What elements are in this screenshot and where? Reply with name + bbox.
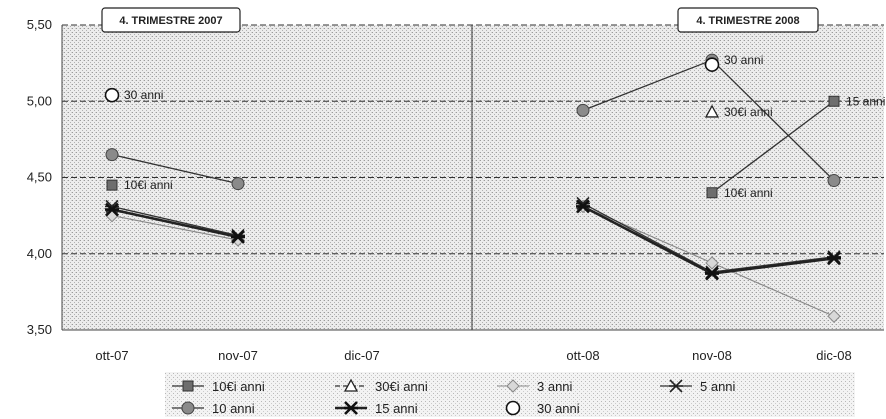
legend-item: 30 anni: [505, 400, 580, 416]
x-tick-label: dic-08: [816, 348, 851, 363]
x-tick-label: ott-08: [566, 348, 599, 363]
series-line: [111, 153, 239, 185]
legend-label: 10€i anni: [212, 379, 265, 394]
x-tick-label: nov-08: [692, 348, 732, 363]
series-line: [111, 208, 239, 239]
y-tick-label: 5,50: [27, 17, 52, 32]
legend-label: 3 anni: [537, 379, 573, 394]
data-point: [344, 401, 358, 415]
data-point: [505, 400, 521, 416]
legend-label: 10 anni: [212, 401, 255, 416]
x-tick-label: nov-07: [218, 348, 258, 363]
data-point: [669, 379, 683, 393]
x-tick-label: dic-07: [344, 348, 379, 363]
period-box-2008: 4. TRIMESTRE 2008: [677, 7, 819, 33]
series-line: [111, 215, 239, 241]
data-point: [106, 179, 118, 191]
point-label: 30€i anni: [724, 105, 773, 119]
data-point: [105, 148, 119, 162]
y-tick-label: 3,50: [27, 322, 52, 337]
legend-item: 15 anni: [335, 401, 418, 416]
data-point: [828, 95, 840, 107]
period-label-2008: 4. TRIMESTRE 2008: [696, 15, 799, 27]
data-point: [506, 379, 520, 393]
period-box-2007: 4. TRIMESTRE 2007: [101, 7, 241, 33]
point-label: 10€i anni: [724, 186, 773, 200]
x-tick-labels: ott-07 nov-07 dic-07 ott-08 nov-08 dic-08: [95, 348, 851, 363]
series-markers: [104, 53, 841, 323]
x-tick-label: ott-07: [95, 348, 128, 363]
data-point: [704, 104, 720, 118]
point-labels: 30 anni 10€i anni 30 anni 30€i anni 10€i ann…: [124, 53, 885, 200]
data-point: [827, 174, 841, 188]
data-point: [181, 401, 195, 415]
data-point: [231, 177, 245, 191]
data-point: [704, 57, 720, 72]
legend-item: 5 anni: [660, 379, 736, 394]
y-tick-label: 5,00: [27, 93, 52, 108]
data-point: [231, 230, 245, 244]
period-label-2007: 4. TRIMESTRE 2007: [119, 15, 222, 27]
series-line: [111, 205, 239, 237]
legend-item: 3 anni: [497, 379, 573, 394]
y-tick-label: 4,50: [27, 170, 52, 185]
point-label: 15 anni: [846, 94, 885, 108]
legend: 10€i anni 30€i anni 3 anni 5 anni 10 anni 15 …: [172, 378, 736, 416]
legend-item: 10 anni: [172, 401, 255, 416]
point-label: 10€i anni: [124, 178, 173, 192]
series-line: [711, 100, 835, 194]
legend-item: 30€i anni: [335, 378, 428, 394]
y-tick-labels: 3,50 4,00 4,50 5,00 5,50: [27, 17, 52, 337]
y-tick-label: 4,00: [27, 246, 52, 261]
point-label: 30 anni: [724, 53, 763, 67]
data-point: [105, 202, 119, 217]
data-point: [576, 103, 590, 117]
legend-label: 30€i anni: [375, 379, 428, 394]
legend-label: 30 anni: [537, 401, 580, 416]
legend-item: 10€i anni: [172, 379, 265, 394]
data-point: [182, 380, 194, 392]
data-point: [706, 187, 718, 199]
data-point: [104, 87, 120, 103]
legend-label: 15 anni: [375, 401, 418, 416]
legend-label: 5 anni: [700, 379, 736, 394]
point-label: 30 anni: [124, 88, 163, 102]
data-point: [827, 309, 841, 323]
data-point: [576, 199, 590, 214]
data-point: [827, 251, 841, 266]
data-point: [705, 266, 719, 281]
data-point: [343, 378, 359, 392]
data-point: [705, 256, 719, 270]
